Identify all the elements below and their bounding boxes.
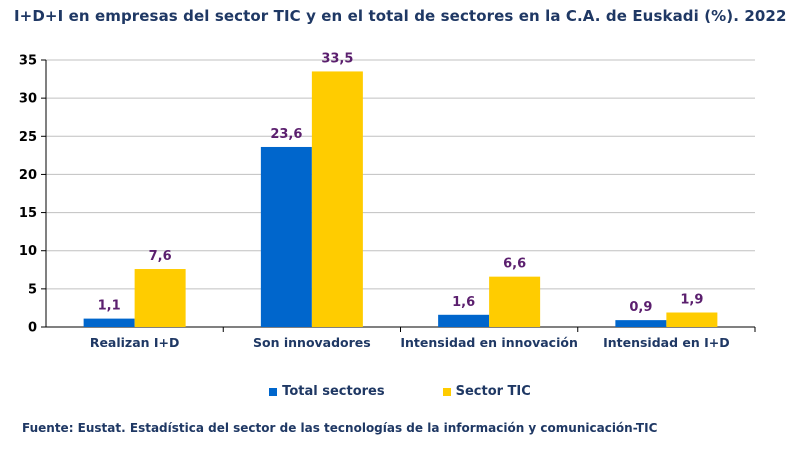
data-label: 33,5: [321, 51, 353, 66]
legend-swatch-total: [269, 387, 278, 396]
data-label: 1,9: [680, 293, 703, 308]
x-category-label: Intensidad en innovación: [400, 335, 577, 350]
data-label: 7,6: [149, 249, 172, 264]
bar: [83, 318, 135, 327]
chart-title: I+D+I en empresas del sector TIC y en el…: [14, 7, 787, 25]
bar: [615, 320, 667, 327]
legend-item-total: Total sectores: [269, 384, 385, 399]
data-label: 6,6: [503, 257, 526, 272]
y-tick-label: 15: [19, 206, 37, 221]
y-tick-label: 30: [19, 92, 37, 107]
y-tick-label: 35: [19, 54, 37, 69]
x-category-label: Son innovadores: [253, 335, 371, 350]
legend: Total sectores Sector TIC: [0, 384, 800, 399]
x-category-label: Intensidad en I+D: [603, 335, 730, 350]
bar: [666, 312, 718, 327]
source-note: Fuente: Eustat. Estadística del sector d…: [22, 421, 658, 435]
bar: [260, 146, 312, 327]
data-label: 23,6: [270, 127, 302, 142]
data-label: 1,1: [98, 299, 121, 314]
legend-label-tic: Sector TIC: [455, 384, 531, 399]
x-category-label: Realizan I+D: [90, 335, 180, 350]
legend-swatch-tic: [442, 387, 451, 396]
y-tick-label: 25: [19, 130, 37, 145]
bar: [134, 269, 186, 327]
data-label: 0,9: [629, 300, 652, 315]
bar: [311, 71, 363, 327]
data-label: 1,6: [452, 295, 475, 310]
y-tick-label: 5: [28, 282, 37, 297]
y-tick-label: 20: [19, 168, 37, 183]
y-tick-label: 10: [19, 244, 37, 259]
legend-label-total: Total sectores: [282, 384, 385, 399]
bar-chart: 0 5 10 15 20 25 30 35 1,1 7,6 Realizan I+D 23,6 33,5…: [19, 51, 756, 350]
bar: [489, 276, 541, 327]
bar: [438, 314, 490, 327]
legend-item-tic: Sector TIC: [442, 384, 531, 399]
y-tick-label: 0: [28, 321, 37, 336]
